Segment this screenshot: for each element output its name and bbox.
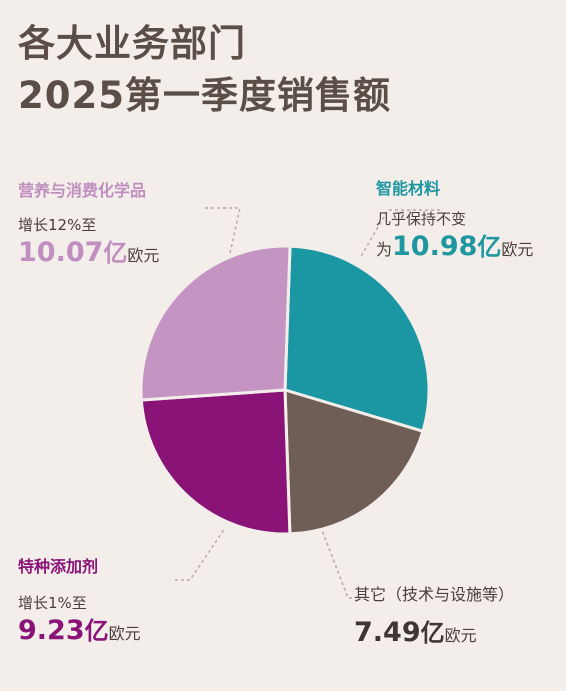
title-line-2: 2025第一季度销售额 [18,74,391,117]
leader-line-3 [321,529,352,599]
page-title: 各大业务部门 2025第一季度销售额 [18,18,548,122]
category-other: 其它（技术与设施等） [354,585,515,604]
value-row-other: 7.49亿欧元 [354,616,514,653]
label-materials: 智能材料 几乎保持不变 为10.98亿欧元 [376,178,533,267]
pie-slice-2 [139,388,292,536]
label-nutrition: 营养与消费化学品 增长12%至 10.07亿欧元 [18,180,159,273]
value-row-nutrition: 10.07亿欧元 [18,236,159,273]
value-additives: 9.23 [18,615,85,646]
value-other: 7.49 [354,617,421,648]
category-nutrition: 营养与消费化学品 [18,181,147,200]
value-nutrition: 10.07 [18,237,104,268]
unit-materials: 亿 [477,233,502,261]
currency-additives: 欧元 [108,624,141,643]
value-row-materials: 为10.98亿欧元 [376,230,533,267]
currency-other: 欧元 [444,626,477,645]
pie-slice-3 [139,244,292,402]
pie-slice-0 [283,244,431,434]
label-additives: 特种添加剂 增长1%至 9.23亿欧元 [18,556,141,651]
pie-slice-1 [283,387,425,536]
desc-nutrition: 增长12%至 [18,216,97,234]
label-other: 其它（技术与设施等） 7.49亿欧元 [354,584,514,653]
title-line-1: 各大业务部门 [18,22,246,65]
desc-materials: 几乎保持不变 [376,210,467,228]
value-materials: 10.98 [392,231,478,262]
unit-additives: 亿 [84,617,109,645]
desc-additives: 增长1%至 [18,594,87,612]
leader-line-2 [175,527,226,581]
unit-other: 亿 [420,619,445,647]
leader-lines [175,207,440,599]
value-row-additives: 9.23亿欧元 [18,614,141,651]
currency-nutrition: 欧元 [127,246,160,265]
unit-nutrition: 亿 [103,239,128,267]
pie-slices [139,244,431,536]
prefix-materials: 为 [376,240,393,259]
currency-materials: 欧元 [501,240,534,259]
category-materials: 智能材料 [376,179,441,198]
category-additives: 特种添加剂 [18,557,99,576]
